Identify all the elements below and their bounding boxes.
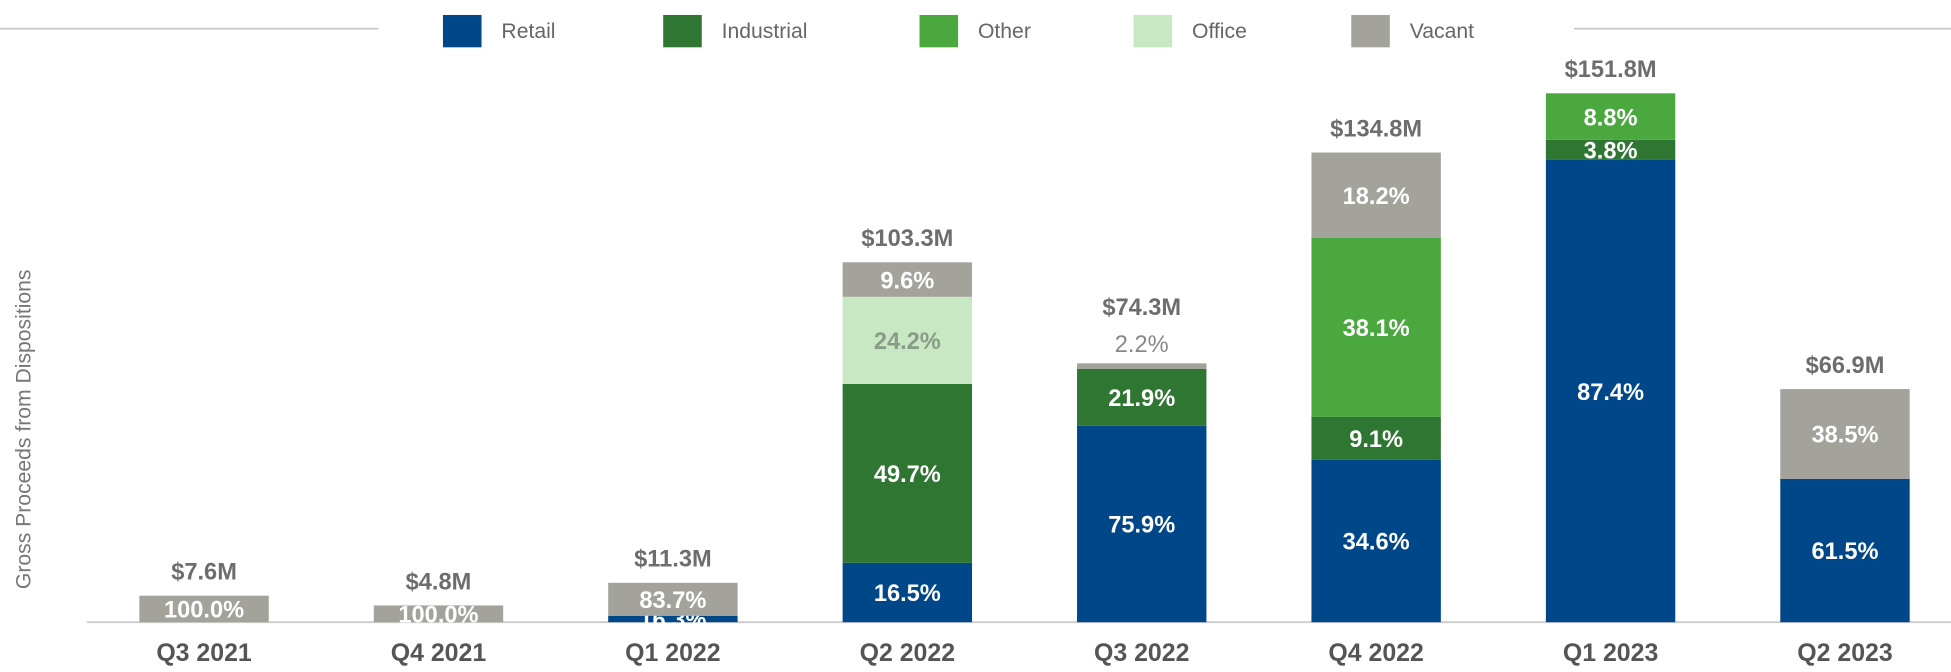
bar-segment: [842, 383, 973, 563]
legend-label: Office: [1192, 20, 1247, 43]
bar-segment: [1311, 416, 1441, 460]
bar-segment: [1077, 425, 1207, 623]
segment-label: 61.5%: [1811, 539, 1878, 565]
bar-segment: [608, 582, 738, 616]
segment-label: 38.1%: [1343, 316, 1410, 342]
x-tick-label: Q1 2023: [1563, 639, 1658, 667]
x-tick-label: Q1 2022: [625, 639, 720, 667]
bar-segment: [842, 562, 973, 623]
segment-label: 3.8%: [1584, 139, 1638, 165]
segment-label: 21.9%: [1108, 386, 1175, 412]
total-label: $7.6M: [171, 560, 237, 586]
bar-segment: [1077, 363, 1207, 370]
bar-segment: [1311, 459, 1441, 623]
total-label: $74.3M: [1102, 295, 1181, 321]
bar-segment: [842, 296, 973, 384]
segment-label: 87.4%: [1577, 380, 1644, 406]
total-label: $66.9M: [1806, 353, 1885, 379]
segment-label: 100.0%: [164, 598, 244, 624]
legend-swatch: [442, 14, 482, 48]
total-label: $134.8M: [1330, 116, 1422, 142]
total-label: $11.3M: [634, 547, 712, 573]
bar-segment: [373, 605, 504, 623]
segment-label: 75.9%: [1108, 513, 1175, 539]
segment-label: 24.2%: [874, 329, 941, 355]
total-label: $4.8M: [406, 569, 472, 595]
bar-segment: [139, 595, 269, 623]
bar-segment: [1780, 478, 1910, 623]
segment-label: 83.7%: [639, 588, 706, 614]
x-tick-label: Q2 2022: [860, 639, 955, 667]
segment-label: 18.2%: [1343, 184, 1410, 210]
bar-segment: [608, 615, 738, 623]
bar-segment: [1545, 139, 1676, 160]
legend-swatch: [1351, 14, 1390, 48]
bar-segment: [1780, 389, 1910, 479]
bar-segment: [1311, 152, 1441, 239]
x-tick-label: Q4 2021: [391, 639, 487, 667]
segment-label: 34.6%: [1343, 530, 1410, 556]
total-label: $103.3M: [861, 226, 953, 252]
segment-label: 9.1%: [1349, 427, 1403, 453]
legend-swatch: [1133, 14, 1173, 48]
bar-segment: [1545, 159, 1676, 623]
bar-segment: [1311, 238, 1441, 417]
segment-label: 9.6%: [880, 268, 934, 294]
segment-label: 2.2%: [1115, 332, 1169, 358]
x-tick-label: Q3 2021: [156, 639, 252, 667]
y-axis-label: Gross Proceeds from Dispositions: [12, 270, 35, 590]
bar-segment: [1545, 93, 1676, 140]
legend-swatch: [663, 14, 702, 48]
x-tick-label: Q2 2023: [1797, 639, 1892, 667]
legend-label: Vacant: [1410, 20, 1474, 43]
legend-swatch: [919, 14, 959, 48]
segment-label: 38.5%: [1811, 423, 1878, 449]
segment-label: 16.5%: [874, 581, 941, 607]
legend-label: Other: [978, 20, 1031, 43]
bar-segment: [1077, 369, 1207, 426]
total-label: $151.8M: [1565, 57, 1657, 83]
segment-label: 49.7%: [874, 462, 941, 488]
legend-label: Industrial: [722, 20, 808, 43]
segment-label: 8.8%: [1584, 105, 1638, 131]
bar-segment: [842, 262, 973, 297]
x-tick-label: Q4 2022: [1328, 639, 1423, 667]
legend-label: Retail: [501, 20, 555, 43]
x-tick-label: Q3 2022: [1094, 639, 1189, 667]
segment-label: 100.0%: [398, 603, 478, 629]
